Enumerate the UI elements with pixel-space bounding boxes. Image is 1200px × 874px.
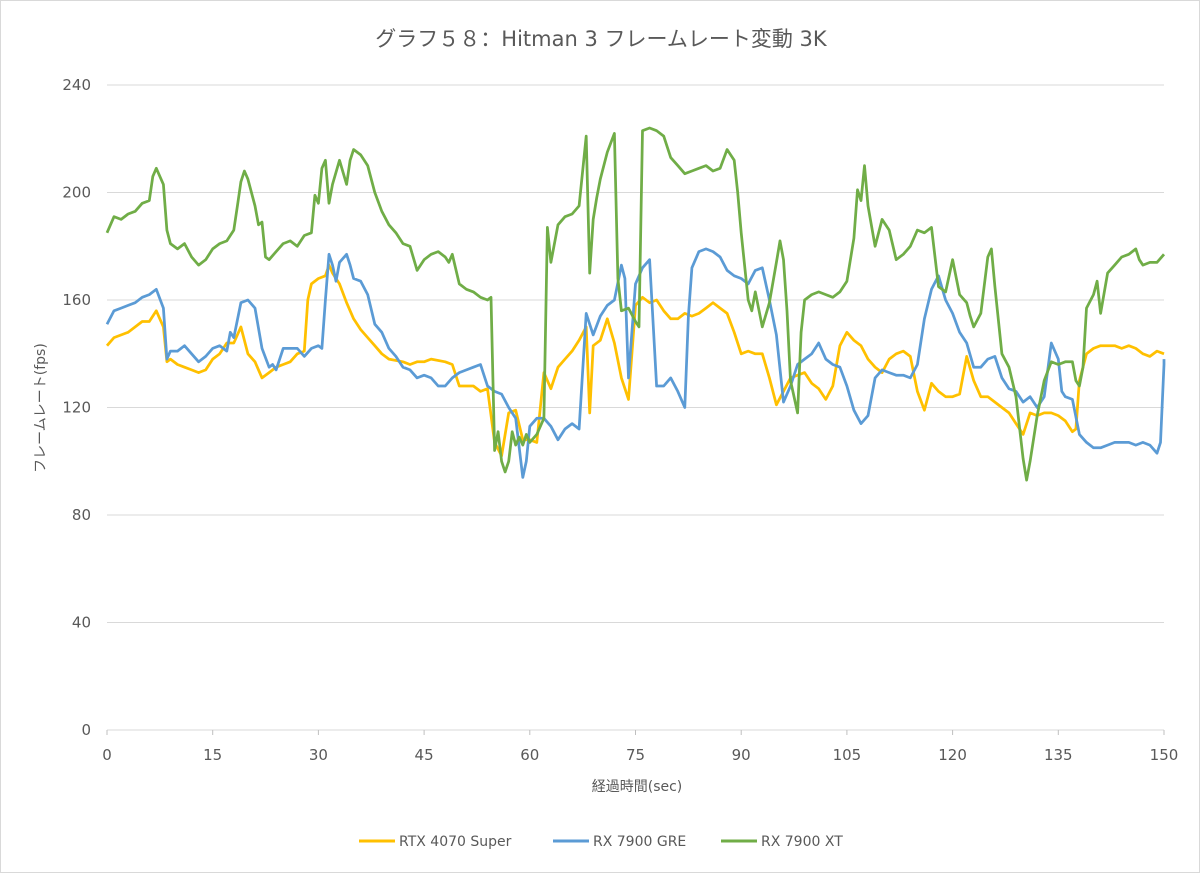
- x-tick-label: 105: [833, 746, 862, 764]
- legend: RTX 4070 Super RX 7900 GRE RX 7900 XT: [359, 834, 843, 850]
- y-tick-label: 0: [81, 721, 91, 739]
- y-tick-label: 80: [72, 506, 91, 524]
- chart-title: グラフ５８：Hitman 3 フレームレート変動 3K: [375, 27, 828, 51]
- x-tick-label: 120: [938, 746, 967, 764]
- y-tick-label: 200: [62, 184, 91, 202]
- y-tick-label: 120: [62, 399, 91, 417]
- series-line-rx-7900-gre: [105, 247, 1166, 479]
- x-tick-label: 30: [309, 746, 328, 764]
- x-tick-label: 60: [520, 746, 539, 764]
- y-tick-label: 240: [62, 76, 91, 94]
- x-tick-label: 135: [1044, 746, 1073, 764]
- legend-label: RTX 4070 Super: [399, 834, 512, 850]
- x-tick-label: 90: [732, 746, 751, 764]
- x-tick-label: 45: [415, 746, 434, 764]
- series-lines: [105, 126, 1166, 482]
- y-tick-label: 40: [72, 614, 91, 632]
- x-axis-ticks: 0 15 30 45 60 75 90 105 120 135 150: [102, 730, 1178, 764]
- x-tick-label: 0: [102, 746, 112, 764]
- x-tick-label: 75: [626, 746, 645, 764]
- x-tick-label: 15: [203, 746, 222, 764]
- x-axis-title: 経過時間(sec): [592, 779, 683, 795]
- legend-label: RX 7900 XT: [761, 834, 843, 850]
- series-line-rx-7900-xt: [105, 126, 1166, 482]
- series-line-rtx-4070-super: [105, 263, 1165, 458]
- legend-label: RX 7900 GRE: [593, 834, 686, 850]
- grid-lines: [107, 84, 1164, 731]
- y-axis-title: フレームレート(fps): [33, 343, 49, 473]
- y-tick-label: 160: [62, 291, 91, 309]
- y-axis-ticks: 0 40 80 120 160 200 240: [62, 76, 91, 739]
- x-tick-label: 150: [1150, 746, 1179, 764]
